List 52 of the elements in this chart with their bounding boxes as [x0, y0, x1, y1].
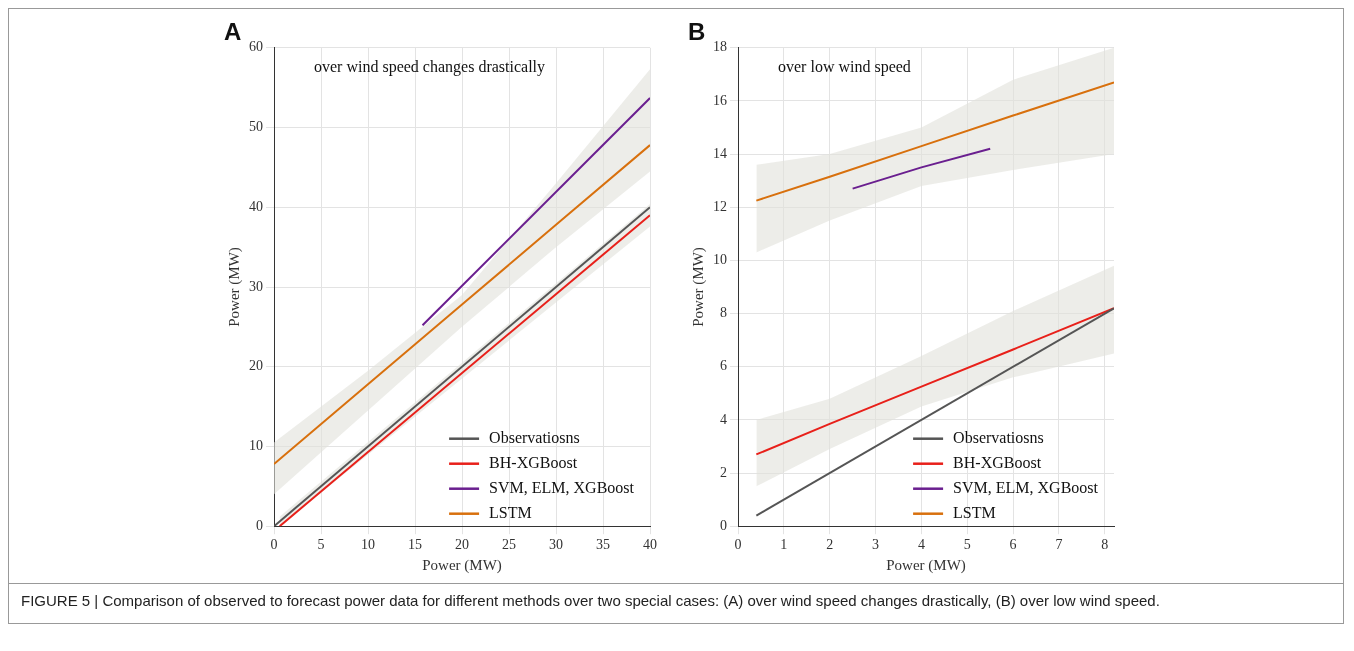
- chart-title: B: [688, 18, 706, 46]
- y-tick-label: 8: [720, 305, 727, 321]
- x-tick-label: 1: [780, 537, 788, 553]
- legend-label: SVM, ELM, XGBoost: [489, 478, 635, 496]
- y-tick-label: 30: [249, 278, 263, 294]
- legend-label: BH-XGBoost: [489, 453, 578, 471]
- x-tick-label: 20: [455, 537, 469, 553]
- y-tick-label: 40: [249, 198, 263, 214]
- x-tick-label: 10: [361, 537, 375, 553]
- y-tick-label: 0: [256, 517, 263, 533]
- chart-title: A: [224, 18, 242, 46]
- x-tick-label: 4: [917, 537, 925, 553]
- x-tick-label: 25: [502, 537, 516, 553]
- annotation: over low wind speed: [778, 58, 911, 76]
- y-tick-label: 10: [249, 438, 263, 454]
- y-axis-title: Power (MW): [225, 247, 243, 327]
- caption: FIGURE 5 | Comparison of observed to forecast power data for different methods over two special cases: (A) over wind speed changes drastically, (B) over low wind speed.: [21, 592, 1161, 609]
- x-axis-title: Power (MW): [422, 556, 502, 574]
- y-axis-title: Power (MW): [689, 247, 707, 327]
- y-tick-label: 6: [720, 358, 727, 374]
- legend-label: Observatiosns: [489, 428, 580, 446]
- y-tick-label: 60: [249, 39, 263, 55]
- x-tick-label: 0: [270, 537, 278, 553]
- y-tick-label: 12: [713, 198, 727, 214]
- x-tick-label: 7: [1055, 537, 1063, 553]
- x-tick-label: 8: [1101, 537, 1109, 553]
- legend-label: LSTM: [489, 503, 532, 521]
- legend-label: LSTM: [953, 503, 996, 521]
- y-tick-label: 20: [249, 358, 263, 374]
- x-tick-label: 40: [643, 537, 657, 553]
- x-tick-label: 30: [549, 537, 563, 553]
- x-tick-label: 0: [734, 537, 742, 553]
- legend-label: Observatiosns: [953, 428, 1044, 446]
- x-tick-label: 5: [317, 537, 325, 553]
- y-tick-label: 10: [713, 252, 727, 268]
- x-tick-label: 2: [826, 537, 834, 553]
- y-tick-label: 4: [720, 411, 727, 427]
- legend-label: SVM, ELM, XGBoost: [953, 478, 1099, 496]
- x-tick-label: 15: [408, 537, 422, 553]
- x-tick-label: 35: [596, 537, 610, 553]
- legend-label: BH-XGBoost: [953, 453, 1042, 471]
- y-tick-label: 16: [713, 92, 727, 108]
- x-tick-label: 5: [963, 537, 971, 553]
- y-tick-label: 0: [720, 517, 727, 533]
- x-axis-title: Power (MW): [886, 556, 966, 574]
- x-tick-label: 3: [872, 537, 880, 553]
- annotation: over wind speed changes drastically: [314, 58, 546, 76]
- y-tick-label: 50: [249, 119, 263, 135]
- y-tick-label: 2: [720, 464, 727, 480]
- y-tick-label: 18: [713, 39, 727, 55]
- y-tick-label: 14: [713, 145, 727, 161]
- x-tick-label: 6: [1009, 537, 1017, 553]
